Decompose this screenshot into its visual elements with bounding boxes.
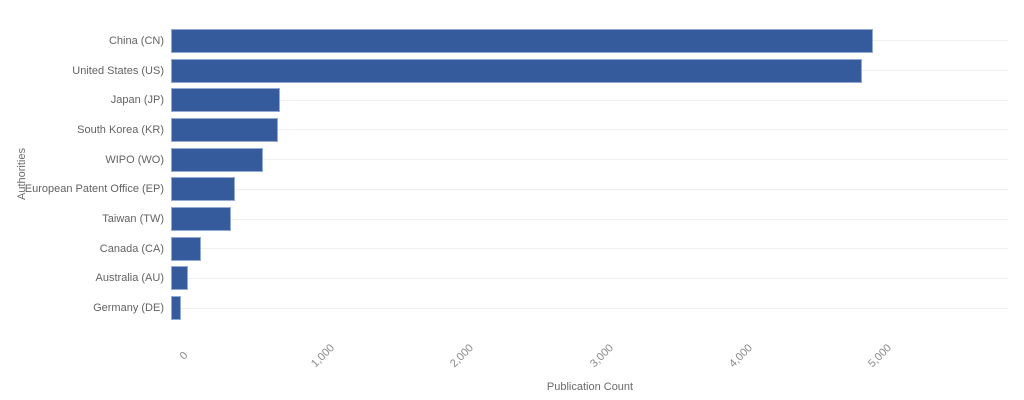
bar-japan-jp[interactable]	[171, 88, 280, 113]
category-label-wipo-wo: WIPO (WO)	[105, 153, 164, 166]
bar-south-korea-kr[interactable]	[171, 117, 278, 142]
plot-area	[171, 26, 1008, 323]
category-label-china-cn: China (CN)	[108, 34, 164, 47]
x-tick-label-0: 0	[177, 349, 191, 363]
category-label-united-states-us: United States (US)	[72, 64, 164, 77]
bar-canada-ca[interactable]	[171, 236, 201, 261]
category-label-canada-ca: Canada (CA)	[99, 242, 164, 255]
bar-china-cn[interactable]	[171, 28, 873, 53]
category-label-taiwan-tw: Taiwan (TW)	[102, 213, 164, 226]
gridline	[172, 129, 1008, 131]
x-tick-label-5-000: 5,000	[866, 342, 895, 370]
bar-australia-au[interactable]	[171, 266, 189, 291]
category-label-germany-de: Germany (DE)	[93, 302, 164, 315]
x-tick-label-1-000: 1,000	[309, 342, 338, 370]
gridline	[172, 218, 1008, 220]
bar-wipo-wo[interactable]	[171, 147, 263, 172]
x-tick-label-3-000: 3,000	[587, 342, 616, 370]
gridline	[172, 307, 1008, 309]
bar-germany-de[interactable]	[171, 296, 182, 321]
category-label-european-patent-office-ep: European Patent Office (EP)	[24, 183, 164, 196]
gridline	[172, 99, 1008, 101]
bar-taiwan-tw[interactable]	[171, 207, 231, 232]
bar-european-patent-office-ep[interactable]	[171, 177, 236, 202]
category-label-australia-au: Australia (AU)	[95, 272, 164, 285]
x-tick-label-4-000: 4,000	[727, 342, 756, 370]
gridline	[172, 277, 1008, 279]
category-label-south-korea-kr: South Korea (KR)	[77, 123, 164, 136]
gridline	[172, 159, 1008, 161]
x-axis-title: Publication Count	[546, 381, 634, 393]
gridline	[172, 248, 1008, 250]
bar-united-states-us[interactable]	[171, 58, 862, 83]
gridline	[172, 188, 1008, 190]
x-tick-label-2-000: 2,000	[448, 342, 477, 370]
category-label-japan-jp: Japan (JP)	[110, 94, 164, 107]
